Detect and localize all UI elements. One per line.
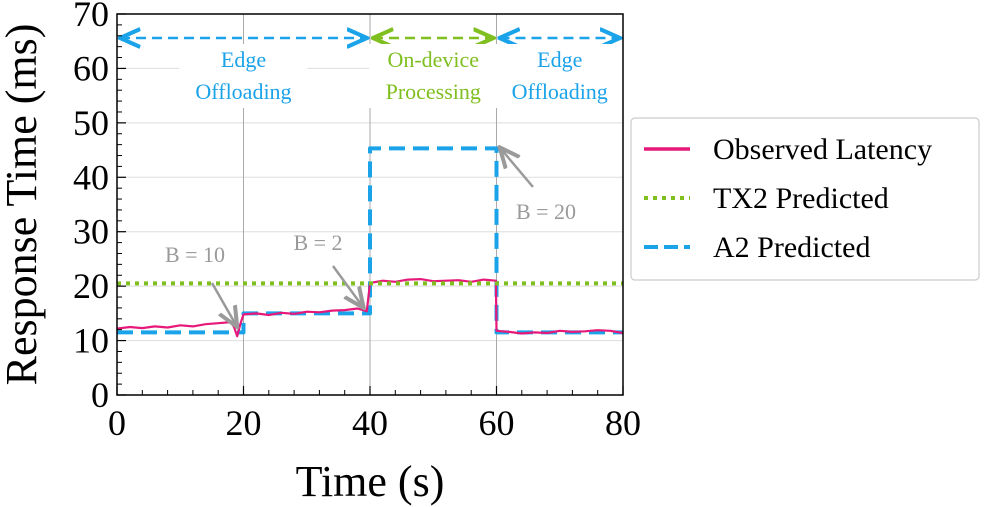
annotation-arrow [500,147,534,188]
annotation-label: B = 2 [293,230,342,255]
phase-label-background [495,44,624,108]
y-axis-title: Response Time (ms) [0,24,46,386]
x-tick-label: 80 [605,403,641,443]
x-tick-label: 0 [108,403,126,443]
x-tick-label: 20 [226,403,262,443]
x-tick-label: 60 [479,403,515,443]
phase-markers: Edge Offloading On-device Processing Edge Off… [120,38,624,108]
annotation-arrow [210,282,237,327]
y-tick-label: 10 [73,321,109,361]
phase-label: Offloading [195,79,291,104]
phase-label: Edge [221,47,266,72]
legend-box [630,117,980,281]
phase-label-background [369,44,498,108]
phase-label: Offloading [512,79,608,104]
y-tick-label: 40 [73,157,109,197]
phase-label: Processing [386,79,481,104]
annotation: B = 2 [293,230,363,308]
phase-label: Edge [537,47,582,72]
y-tick-label: 50 [73,103,109,143]
legend-label: TX2 Predicted [713,182,889,215]
series-line-a2-predicted [117,146,623,335]
annotation-label: B = 10 [165,242,225,267]
annotations: B = 10 B = 2 B = 20 [165,147,576,327]
y-tick-label: 20 [73,266,109,306]
y-tick-label: 70 [73,0,109,34]
axis-ticks: 0 20 40 60 80 0 10 20 30 40 50 60 70 [73,0,641,443]
annotation-arrow [331,265,364,308]
x-tick-label: 40 [352,403,388,443]
phase-marker: Edge Offloading [120,38,367,108]
legend-item: Observed Latency [644,133,932,166]
legend-item: TX2 Predicted [644,182,889,215]
annotation: B = 20 [500,147,576,224]
annotation: B = 10 [165,242,237,327]
annotation-label: B = 20 [516,199,576,224]
phase-label: On-device [387,47,479,72]
legend: Observed Latency TX2 Predicted A2 Predicte… [630,117,980,281]
phase-label-background [179,44,308,108]
y-tick-label: 60 [73,48,109,88]
legend-item: A2 Predicted [644,231,870,264]
y-tick-label: 30 [73,212,109,252]
phase-marker: Edge Offloading [495,38,624,108]
legend-label: A2 Predicted [713,231,870,264]
phase-marker: On-device Processing [369,38,498,108]
y-tick-label: 0 [91,375,109,415]
legend-label: Observed Latency [713,133,932,166]
x-axis-title: Time (s) [296,457,445,506]
